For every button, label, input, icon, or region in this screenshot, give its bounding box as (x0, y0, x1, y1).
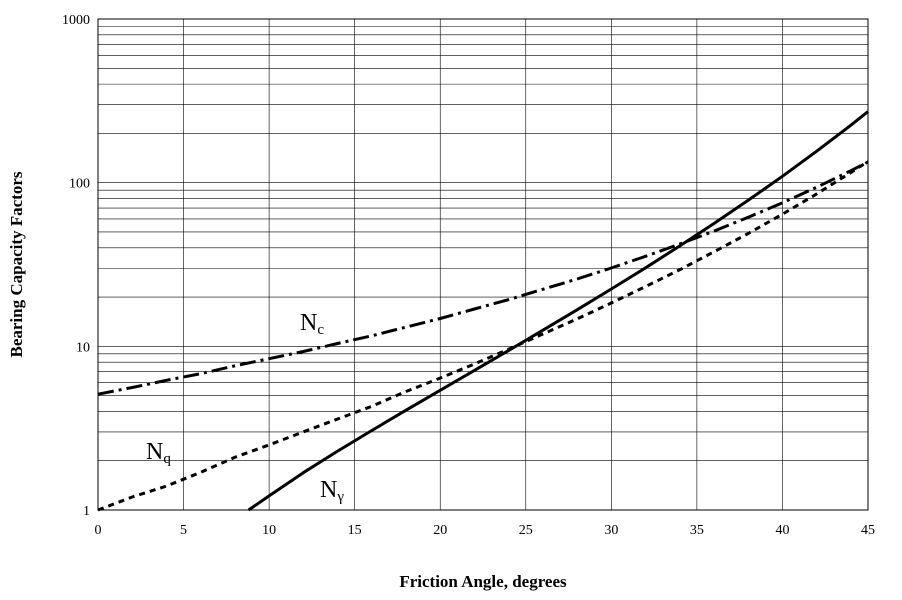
x-tick-label: 45 (861, 523, 875, 538)
series-line-nc (97, 160, 869, 396)
x-tick-label: 30 (604, 523, 618, 538)
y-tick-label: 100 (69, 177, 90, 192)
curve-label-nc: Nc (300, 310, 324, 338)
curve-label-ngamma: Nγ (320, 477, 344, 505)
plot-frame (97, 18, 869, 511)
x-tick-label: 40 (775, 523, 789, 538)
series-line-ngamma (247, 110, 869, 512)
x-tick-label: 35 (690, 523, 704, 538)
x-axis-title: Friction Angle, degrees (399, 572, 567, 591)
x-tick-labels: 0 5 10 15 20 25 30 35 40 45 (95, 523, 876, 538)
y-tick-label: 10 (76, 340, 90, 355)
series-lines (97, 110, 869, 512)
y-tick-label: 1 (83, 504, 90, 519)
x-tick-label: 0 (95, 523, 102, 538)
y-tick-labels: 1 10 100 1000 (62, 13, 90, 519)
x-tick-label: 10 (262, 523, 276, 538)
curve-labels: Nc Nq Nγ (146, 310, 344, 505)
x-tick-label: 25 (519, 523, 533, 538)
x-tick-label: 5 (180, 523, 187, 538)
x-tick-label: 20 (433, 523, 447, 538)
y-tick-label: 1000 (62, 13, 90, 28)
y-axis-title: Bearing Capacity Factors (7, 171, 26, 357)
series-line-nq (97, 160, 869, 512)
grid (98, 19, 868, 510)
x-tick-label: 15 (348, 523, 362, 538)
curve-label-nq: Nq (146, 439, 171, 467)
